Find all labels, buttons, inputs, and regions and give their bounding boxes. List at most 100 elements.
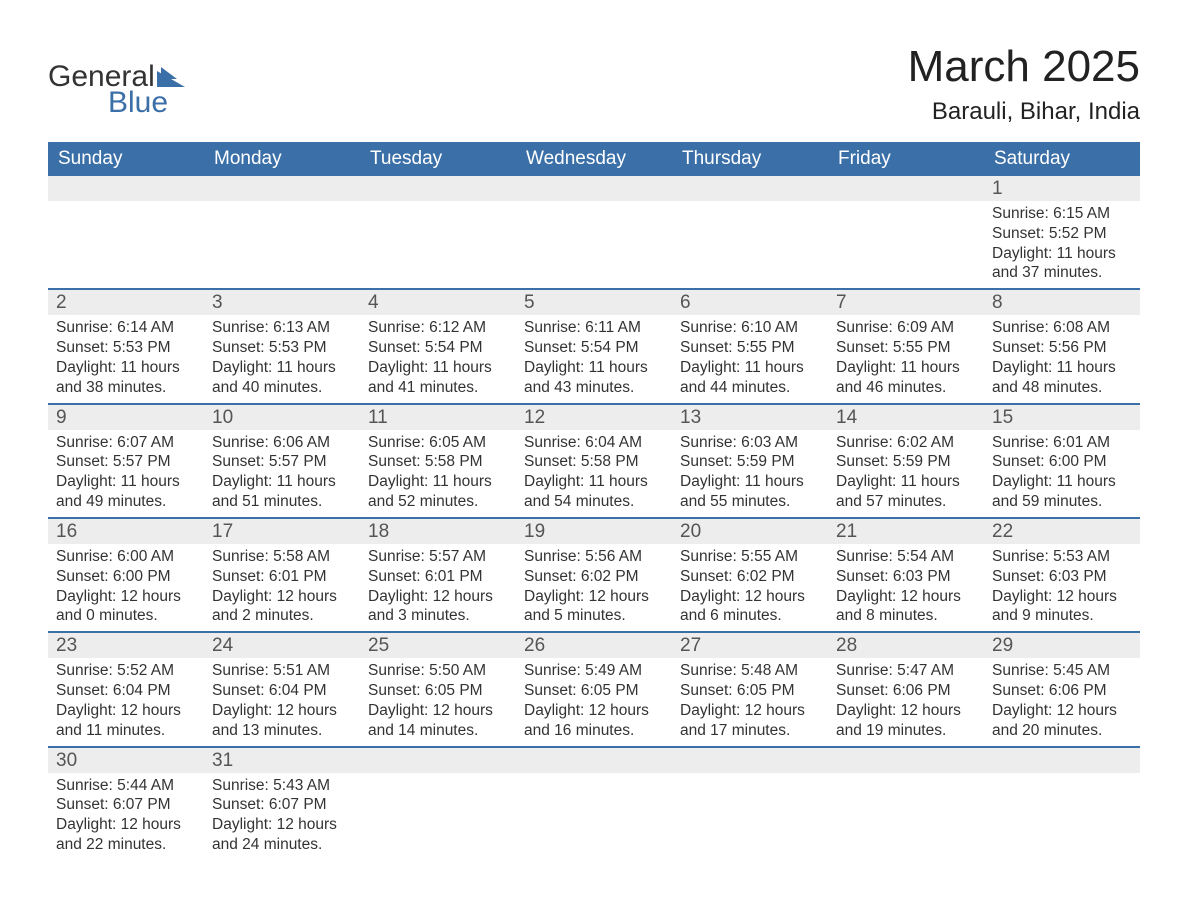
sunset-line: Sunset: 6:07 PM (212, 795, 352, 815)
day-data: Sunrise: 6:09 AMSunset: 5:55 PMDaylight:… (828, 315, 984, 402)
sunset-line: Sunset: 6:03 PM (992, 567, 1132, 587)
week-data-row: Sunrise: 6:07 AMSunset: 5:57 PMDaylight:… (48, 430, 1140, 518)
day-number: 6 (672, 290, 828, 315)
day-data: Sunrise: 5:51 AMSunset: 6:04 PMDaylight:… (204, 658, 360, 745)
day-number: 27 (672, 633, 828, 658)
daylight-line: Daylight: 11 hours and 38 minutes. (56, 358, 196, 398)
sunrise-line: Sunrise: 6:09 AM (836, 318, 976, 338)
month-title: March 2025 (908, 42, 1140, 92)
sunrise-line: Sunrise: 5:56 AM (524, 547, 664, 567)
sunrise-line: Sunrise: 6:04 AM (524, 433, 664, 453)
sunset-line: Sunset: 5:59 PM (836, 452, 976, 472)
daylight-line: Daylight: 11 hours and 57 minutes. (836, 472, 976, 512)
sunrise-line: Sunrise: 6:13 AM (212, 318, 352, 338)
day-data: Sunrise: 6:02 AMSunset: 5:59 PMDaylight:… (828, 430, 984, 517)
daylight-line: Daylight: 11 hours and 46 minutes. (836, 358, 976, 398)
day-header: Sunday (48, 142, 204, 176)
daylight-line: Daylight: 12 hours and 8 minutes. (836, 587, 976, 627)
empty-day-data (516, 201, 672, 279)
day-data: Sunrise: 6:12 AMSunset: 5:54 PMDaylight:… (360, 315, 516, 402)
sunset-line: Sunset: 6:02 PM (680, 567, 820, 587)
empty-day-number (672, 748, 828, 773)
day-header: Tuesday (360, 142, 516, 176)
location-subtitle: Barauli, Bihar, India (908, 98, 1140, 126)
day-data: Sunrise: 6:14 AMSunset: 5:53 PMDaylight:… (48, 315, 204, 402)
day-number: 8 (984, 290, 1140, 315)
day-header-row: SundayMondayTuesdayWednesdayThursdayFrid… (48, 142, 1140, 176)
empty-day-data (672, 773, 828, 851)
daylight-line: Daylight: 12 hours and 3 minutes. (368, 587, 508, 627)
daylight-line: Daylight: 11 hours and 43 minutes. (524, 358, 664, 398)
week-data-row: Sunrise: 6:14 AMSunset: 5:53 PMDaylight:… (48, 315, 1140, 403)
day-number: 23 (48, 633, 204, 658)
sunset-line: Sunset: 6:02 PM (524, 567, 664, 587)
sunset-line: Sunset: 6:01 PM (368, 567, 508, 587)
day-number: 18 (360, 519, 516, 544)
day-data: Sunrise: 6:04 AMSunset: 5:58 PMDaylight:… (516, 430, 672, 517)
empty-day-data (828, 773, 984, 851)
week-number-row: 2345678 (48, 289, 1140, 315)
sunset-line: Sunset: 5:56 PM (992, 338, 1132, 358)
day-header: Thursday (672, 142, 828, 176)
daylight-line: Daylight: 12 hours and 11 minutes. (56, 701, 196, 741)
daylight-line: Daylight: 11 hours and 48 minutes. (992, 358, 1132, 398)
sunrise-line: Sunrise: 5:48 AM (680, 661, 820, 681)
daylight-line: Daylight: 12 hours and 22 minutes. (56, 815, 196, 855)
day-number: 16 (48, 519, 204, 544)
sunrise-line: Sunrise: 6:03 AM (680, 433, 820, 453)
sunrise-line: Sunrise: 5:55 AM (680, 547, 820, 567)
daylight-line: Daylight: 11 hours and 54 minutes. (524, 472, 664, 512)
week-data-row: Sunrise: 6:00 AMSunset: 6:00 PMDaylight:… (48, 544, 1140, 632)
sunrise-line: Sunrise: 6:02 AM (836, 433, 976, 453)
day-number: 19 (516, 519, 672, 544)
sunset-line: Sunset: 6:05 PM (368, 681, 508, 701)
sunrise-line: Sunrise: 6:15 AM (992, 204, 1132, 224)
daylight-line: Daylight: 11 hours and 51 minutes. (212, 472, 352, 512)
logo-flag-icon (157, 67, 185, 87)
daylight-line: Daylight: 11 hours and 37 minutes. (992, 244, 1132, 284)
sunset-line: Sunset: 6:04 PM (212, 681, 352, 701)
day-number: 7 (828, 290, 984, 315)
sunrise-line: Sunrise: 6:11 AM (524, 318, 664, 338)
day-number: 10 (204, 405, 360, 430)
empty-day-number (48, 176, 204, 201)
day-header: Wednesday (516, 142, 672, 176)
day-data: Sunrise: 5:44 AMSunset: 6:07 PMDaylight:… (48, 773, 204, 860)
week-number-row: 3031 (48, 747, 1140, 773)
day-number: 15 (984, 405, 1140, 430)
week-number-row: 1 (48, 176, 1140, 201)
day-number: 9 (48, 405, 204, 430)
day-header: Saturday (984, 142, 1140, 176)
empty-day-data (360, 201, 516, 279)
sunset-line: Sunset: 5:55 PM (836, 338, 976, 358)
sunset-line: Sunset: 6:00 PM (992, 452, 1132, 472)
sunrise-line: Sunrise: 5:43 AM (212, 776, 352, 796)
sunrise-line: Sunrise: 6:10 AM (680, 318, 820, 338)
title-block: March 2025 Barauli, Bihar, India (908, 24, 1140, 126)
sunset-line: Sunset: 6:04 PM (56, 681, 196, 701)
sunrise-line: Sunrise: 6:12 AM (368, 318, 508, 338)
empty-day-number (828, 176, 984, 201)
day-number: 30 (48, 748, 204, 773)
sunrise-line: Sunrise: 6:06 AM (212, 433, 352, 453)
empty-day-data (360, 773, 516, 851)
day-data: Sunrise: 5:55 AMSunset: 6:02 PMDaylight:… (672, 544, 828, 631)
day-data: Sunrise: 6:07 AMSunset: 5:57 PMDaylight:… (48, 430, 204, 517)
sunset-line: Sunset: 6:05 PM (524, 681, 664, 701)
day-number: 24 (204, 633, 360, 658)
day-number: 11 (360, 405, 516, 430)
empty-day-number (204, 176, 360, 201)
daylight-line: Daylight: 12 hours and 14 minutes. (368, 701, 508, 741)
sunset-line: Sunset: 5:59 PM (680, 452, 820, 472)
sunrise-line: Sunrise: 5:50 AM (368, 661, 508, 681)
daylight-line: Daylight: 12 hours and 6 minutes. (680, 587, 820, 627)
empty-day-number (516, 176, 672, 201)
daylight-line: Daylight: 12 hours and 2 minutes. (212, 587, 352, 627)
day-data: Sunrise: 6:06 AMSunset: 5:57 PMDaylight:… (204, 430, 360, 517)
day-data: Sunrise: 6:00 AMSunset: 6:00 PMDaylight:… (48, 544, 204, 631)
day-data: Sunrise: 6:13 AMSunset: 5:53 PMDaylight:… (204, 315, 360, 402)
sunset-line: Sunset: 5:52 PM (992, 224, 1132, 244)
sunset-line: Sunset: 6:06 PM (992, 681, 1132, 701)
calendar-table: SundayMondayTuesdayWednesdayThursdayFrid… (48, 142, 1140, 860)
daylight-line: Daylight: 11 hours and 52 minutes. (368, 472, 508, 512)
